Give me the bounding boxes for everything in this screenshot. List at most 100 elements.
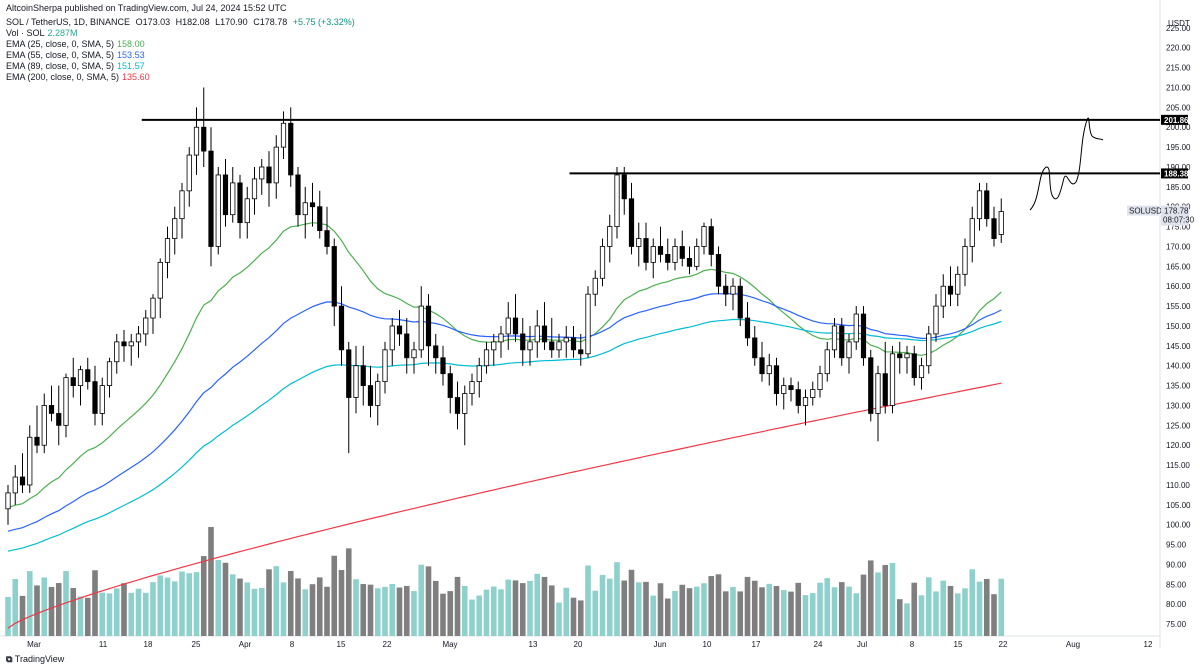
candle-body [193,126,200,156]
volume-bar [570,597,577,636]
candles [5,87,1004,525]
volume-bar [273,566,280,636]
candle-body [788,385,794,390]
candle-body [440,357,446,375]
candle-body [70,377,76,386]
candle-body [201,126,207,152]
candle-body [19,476,26,486]
candle-body [404,333,410,359]
y-tick-label: 130.00 [1166,401,1191,410]
volume-bar [991,594,997,636]
volume-bar [904,603,910,636]
volume-bar [113,588,120,636]
candle-body [491,341,497,351]
volume-bar [911,582,918,636]
volume-bar [548,585,555,636]
volume-bars [5,527,1005,636]
candle-body [77,369,84,386]
volume-bar [918,595,925,636]
y-tick-label: 220.00 [1166,44,1191,53]
volume-bar [374,588,381,636]
volume-bar [48,586,55,636]
ohlc-open: O173.03 [135,17,171,27]
x-tick-label: Aug [1066,640,1080,649]
y-tick-label: 85.00 [1166,580,1187,589]
candle-body [106,361,113,386]
volume-bar [664,598,671,636]
candle-body [128,341,134,347]
x-tick-label: 15 [337,640,346,649]
candle-body [614,174,620,228]
volume-bar [389,584,396,636]
symbol-line: SOL / TetherUS, 1D, BINANCE O173.03 H182… [6,17,358,28]
y-tick-label: 165.00 [1166,262,1191,271]
candle-body [781,385,787,394]
volume-bar [215,559,222,636]
candle-body [599,246,606,279]
candle-body [121,341,127,347]
candle-body [621,174,627,200]
candle-body [889,353,896,406]
volume-bar [280,582,287,636]
volume-bar [795,582,802,636]
volume-bar [512,580,519,636]
volume-bar [592,590,599,636]
candle-body [998,211,1004,235]
candle-body [317,206,323,231]
volume-bar [237,578,243,636]
candle-body [795,389,801,406]
horizontal-levels[interactable]: 201.86 188.38 [141,114,1189,179]
volume-bar [556,602,562,636]
x-tick-label: 10 [703,640,712,649]
volume-bar [483,589,490,636]
candle-body [143,317,149,335]
indicator-label: EMA (25, close, 0, SMA, 5) [6,39,115,49]
volume-bar [527,580,533,636]
volume-bar [490,586,497,636]
volume-bar [780,590,787,636]
candle-body [244,198,250,224]
price-axis[interactable]: USDT 75.00 80.00 85.00 90.00 95.00 100.00 105.0… [1166,19,1191,629]
volume-bar [860,574,867,636]
volume-bar [461,585,468,636]
volume-bar [628,569,635,636]
volume-bar [730,586,736,636]
candle-body [179,190,185,220]
candle-body [462,393,468,414]
y-tick-label: 90.00 [1166,560,1187,569]
candle-body [904,353,910,359]
candle-body [418,305,424,351]
tradingview-brand: ⧉ TradingView [6,654,65,664]
volume-bar [708,576,715,636]
candle-body [592,277,598,295]
volume-bar [440,593,446,636]
volume-bar [266,569,272,636]
candle-body [802,397,809,406]
volume-bar [142,592,149,636]
volume-bar [324,586,330,636]
x-tick-label: 25 [192,640,201,649]
volume-bar [454,576,461,636]
x-tick-label: 18 [144,640,153,649]
volume-bar [382,586,388,636]
volume-bar [933,591,939,636]
candle-body [56,413,62,426]
candle-body [302,202,308,216]
volume-bar [722,591,729,636]
volume-bar [998,578,1005,636]
volume-bar [505,579,512,636]
indicator-label: Vol · SOL [6,28,45,38]
candle-body [831,325,838,351]
x-tick-label: Apr [239,640,252,649]
candle-body [389,325,395,351]
y-tick-label: 150.00 [1166,322,1191,331]
volume-bar [577,600,584,636]
volume-bar [396,587,403,636]
volume-bar [150,582,156,636]
y-tick-label: 225.00 [1166,24,1191,33]
time-axis[interactable]: Mar 11 18 25 Apr 8 15 22 May 13 20 Jun 10 17 24 Jul 8 15 2… [27,640,1153,649]
volume-bar [737,591,744,636]
volume-bar [26,571,33,636]
